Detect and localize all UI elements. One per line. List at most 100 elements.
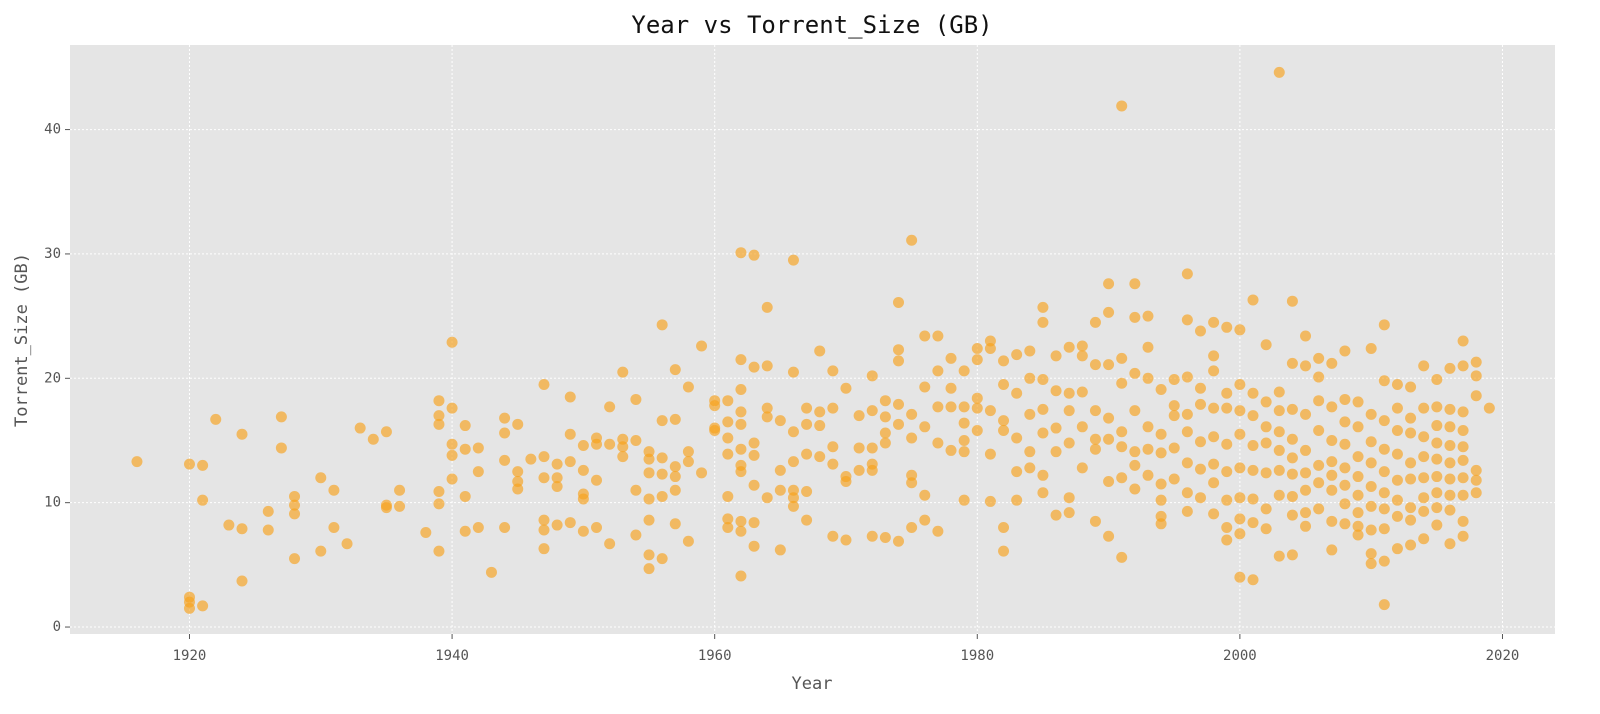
point [722,490,734,502]
point [1181,408,1193,420]
point [1260,437,1272,449]
point [1300,360,1312,372]
point [814,420,826,432]
point [866,370,878,382]
y-axis-label: Torrent_Size (GB) [12,253,32,427]
point [1103,412,1115,424]
point [630,484,642,496]
point [1352,520,1364,532]
point [1405,427,1417,439]
point [971,392,983,404]
point [1168,473,1180,485]
point [682,535,694,547]
point [538,379,550,391]
point [1365,342,1377,354]
point [1234,528,1246,540]
point [577,439,589,451]
point [236,428,248,440]
point [853,410,865,422]
point [1286,490,1298,502]
point [354,422,366,434]
point [1194,492,1206,504]
point [1063,405,1075,417]
x-tick-label: 2020 [1486,648,1520,664]
point [669,364,681,376]
point [1378,415,1390,427]
grid [70,45,1555,634]
point [1326,456,1338,468]
point [1313,352,1325,364]
point [998,355,1010,367]
point [485,566,497,578]
point [682,446,694,458]
point [1326,484,1338,496]
point [1037,316,1049,328]
point [1208,508,1220,520]
x-tick-label: 1980 [960,648,994,664]
point [1391,494,1403,506]
point [1365,408,1377,420]
point [341,538,353,550]
point [1011,349,1023,361]
point [1378,375,1390,387]
point [1339,393,1351,405]
point [1391,425,1403,437]
point [774,464,786,476]
point [1221,321,1233,333]
point [1352,396,1364,408]
point [472,522,484,534]
point [1181,487,1193,499]
point [1063,492,1075,504]
point [630,434,642,446]
point [1063,437,1075,449]
point [1037,301,1049,313]
x-tick-label: 1920 [173,648,207,664]
point [591,438,603,450]
point [1300,444,1312,456]
point [1378,523,1390,535]
point [551,458,563,470]
point [472,466,484,478]
point [945,444,957,456]
point [1418,402,1430,414]
point [1129,405,1141,417]
point [1444,457,1456,469]
point [1260,396,1272,408]
point [1273,444,1285,456]
point [1378,503,1390,515]
point [1273,464,1285,476]
point [774,415,786,427]
point [893,344,905,356]
point [525,453,537,465]
point [433,485,445,497]
point [1234,379,1246,391]
point [236,575,248,587]
point [709,425,721,437]
point [919,330,931,342]
point [1155,383,1167,395]
point [787,456,799,468]
point [774,484,786,496]
point [1234,324,1246,336]
point [577,525,589,537]
point [433,545,445,557]
point [1089,316,1101,328]
point [827,530,839,542]
point [1155,428,1167,440]
point [906,522,918,534]
point [1391,510,1403,522]
point [1457,335,1469,347]
point [1011,494,1023,506]
point [801,514,813,526]
point [1352,421,1364,433]
point [1024,462,1036,474]
point [564,391,576,403]
point [1234,492,1246,504]
point [1103,306,1115,318]
point [879,437,891,449]
point [262,505,274,517]
point [394,500,406,512]
point [1116,100,1128,112]
point [1221,402,1233,414]
point [1129,311,1141,323]
